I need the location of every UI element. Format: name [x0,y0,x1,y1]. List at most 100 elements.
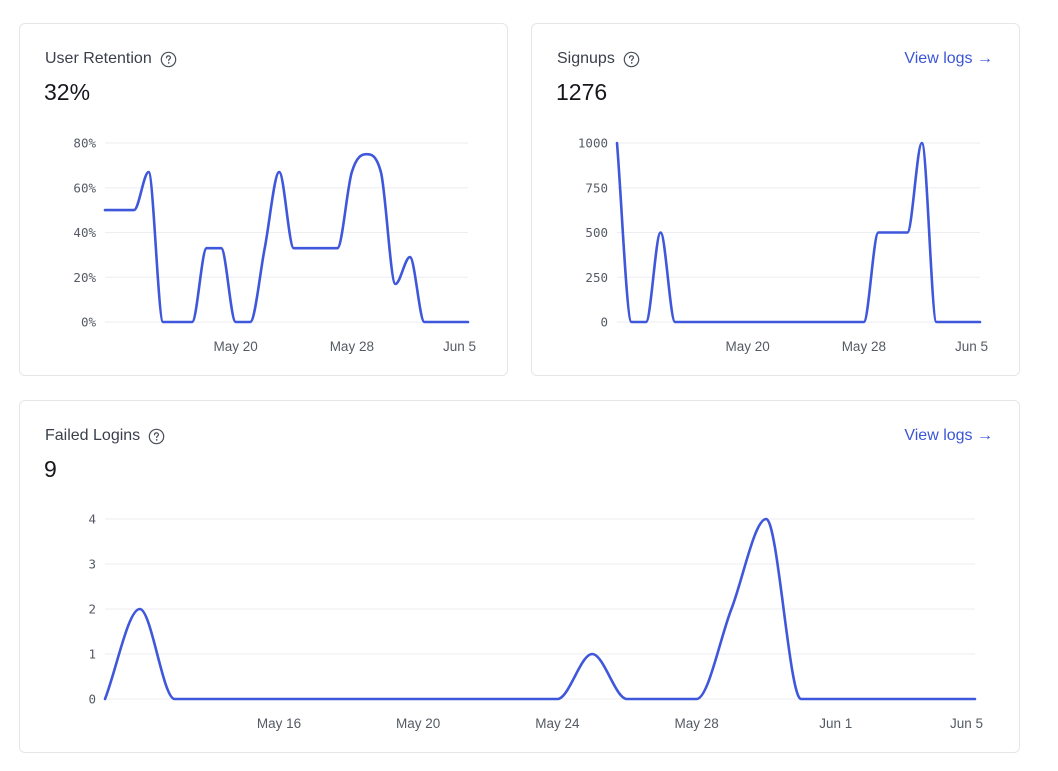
data-point[interactable] [960,317,970,327]
data-point[interactable] [448,694,458,704]
data-point[interactable] [844,317,854,327]
data-point[interactable] [260,243,270,253]
data-point[interactable] [158,317,168,327]
y-tick-label: 250 [585,270,608,285]
x-tick-label: Jun 1 [819,716,852,731]
data-point[interactable] [170,694,180,704]
data-point[interactable] [743,317,753,327]
data-point[interactable] [239,694,249,704]
view-logs-link[interactable]: View logs → [904,427,993,444]
data-point[interactable] [866,694,876,704]
data-point[interactable] [332,243,342,253]
data-point[interactable] [202,243,212,253]
data-point[interactable] [831,694,841,704]
help-icon[interactable] [148,428,165,445]
data-point[interactable] [714,317,724,327]
y-tick-label: 1000 [578,136,608,151]
data-point[interactable] [815,317,825,327]
data-point[interactable] [390,279,400,289]
data-point[interactable] [376,167,386,177]
y-tick-label: 4 [88,512,96,527]
data-point[interactable] [216,243,226,253]
data-point[interactable] [975,317,985,327]
data-point[interactable] [129,205,139,215]
user-retention-card: User Retention 32% 0% 20% 40% 60% 80% May 20 M… [19,23,508,376]
card-title-text: Failed Logins [45,427,141,444]
data-point[interactable] [245,317,255,327]
data-point[interactable] [135,604,145,614]
data-point[interactable] [204,694,214,704]
data-point[interactable] [361,149,371,159]
help-icon[interactable] [160,51,177,68]
data-point[interactable] [931,317,941,327]
data-point[interactable] [518,694,528,704]
data-point[interactable] [413,694,423,704]
data-point[interactable] [888,228,898,238]
data-point[interactable] [728,317,738,327]
data-point[interactable] [902,228,912,238]
data-point[interactable] [796,694,806,704]
data-point[interactable] [917,138,927,148]
card-title-text: User Retention [45,50,152,67]
y-tick-label: 60% [73,180,96,195]
data-point[interactable] [318,243,328,253]
card-title-text: Signups [557,50,615,67]
data-point[interactable] [873,228,883,238]
data-point[interactable] [670,317,680,327]
data-point[interactable] [378,694,388,704]
data-point[interactable] [786,317,796,327]
data-point[interactable] [699,317,709,327]
data-point[interactable] [100,205,110,215]
data-point[interactable] [757,317,767,327]
help-icon[interactable] [623,51,640,68]
data-point[interactable] [685,317,695,327]
data-point[interactable] [552,694,562,704]
data-point[interactable] [859,317,869,327]
data-point[interactable] [612,138,622,148]
data-point[interactable] [627,317,637,327]
data-point[interactable] [641,317,651,327]
data-point[interactable] [231,317,241,327]
retention-chart: 0% 20% 40% 60% 80% May 20 May 28 Jun 5 [73,136,476,355]
data-point[interactable] [309,694,319,704]
data-point[interactable] [434,317,444,327]
y-tick-label: 750 [585,180,608,195]
data-point[interactable] [801,317,811,327]
data-point[interactable] [344,694,354,704]
data-point[interactable] [970,694,980,704]
y-tick-label: 0 [600,315,608,330]
data-point[interactable] [692,694,702,704]
data-point[interactable] [772,317,782,327]
data-point[interactable] [144,167,154,177]
data-point[interactable] [187,317,197,327]
data-point[interactable] [761,514,771,524]
data-point[interactable] [347,167,357,177]
y-tick-label: 80% [73,136,96,151]
y-tick-label: 3 [88,557,96,572]
data-point[interactable] [830,317,840,327]
view-logs-link[interactable]: View logs → [904,50,993,67]
data-point[interactable] [935,694,945,704]
data-point[interactable] [100,694,110,704]
x-tick-label: May 28 [330,339,374,354]
data-point[interactable] [419,317,429,327]
data-point[interactable] [274,694,284,704]
data-point[interactable] [946,317,956,327]
data-point[interactable] [303,243,313,253]
data-point[interactable] [289,243,299,253]
data-point[interactable] [448,317,458,327]
data-point[interactable] [463,317,473,327]
data-point[interactable] [274,167,284,177]
data-point[interactable] [173,317,183,327]
data-point[interactable] [656,228,666,238]
data-point[interactable] [587,649,597,659]
data-point[interactable] [483,694,493,704]
data-point[interactable] [900,694,910,704]
card-title: Failed Logins [45,427,165,445]
data-point[interactable] [726,604,736,614]
data-point[interactable] [657,694,667,704]
data-point[interactable] [115,205,125,215]
y-tick-label: 2 [88,602,96,617]
data-point[interactable] [622,694,632,704]
data-point[interactable] [405,252,415,262]
